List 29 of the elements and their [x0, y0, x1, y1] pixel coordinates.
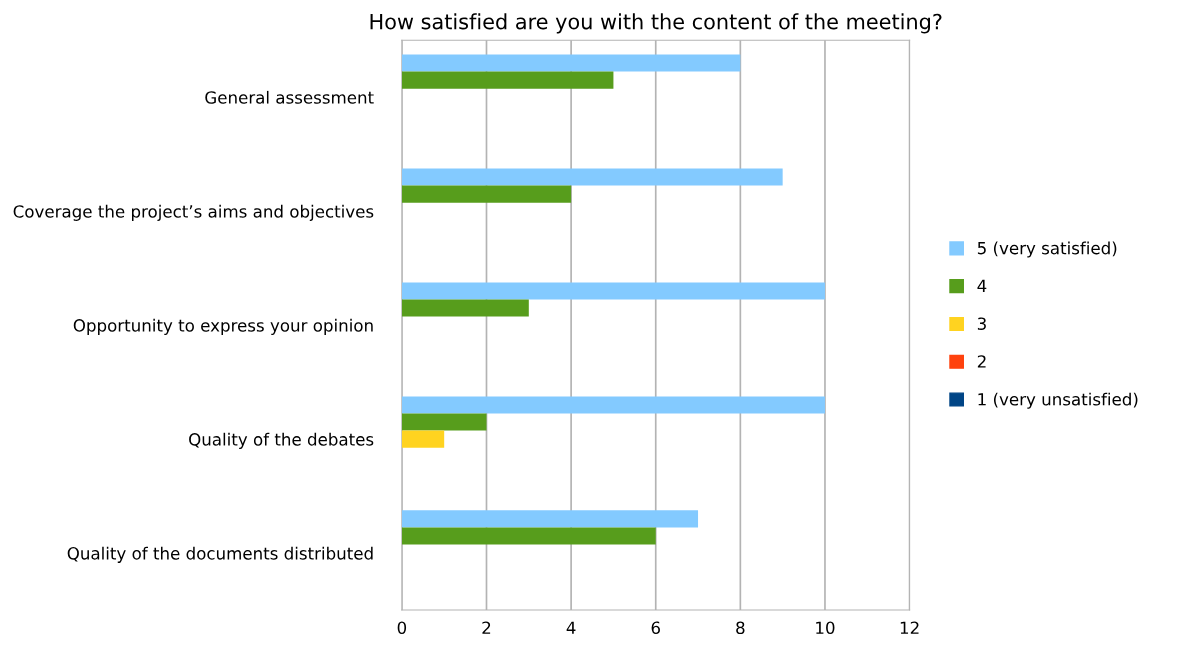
x-tick-label: 2 — [482, 621, 491, 634]
bar — [401, 185, 572, 203]
y-tick-label: Quality of the documents distributed — [67, 546, 373, 563]
bar — [401, 282, 825, 300]
bar — [401, 413, 487, 431]
y-tick-label: General assessment — [205, 90, 374, 104]
x-tick-label: 4 — [566, 621, 576, 634]
bar — [401, 396, 825, 414]
y-tick-label: Quality of the debates — [189, 432, 374, 449]
chart-title: How satisfied are you with the content of the meeting? — [370, 13, 942, 34]
bar — [401, 510, 699, 528]
x-tick-label: 0 — [397, 621, 407, 635]
legend-label: 2 — [977, 355, 986, 368]
bar — [401, 168, 783, 186]
y-tick-label: Opportunity to express your opinion — [73, 318, 373, 335]
bar — [401, 430, 445, 448]
legend-label: 3 — [977, 317, 986, 330]
bar — [401, 299, 529, 317]
bar — [401, 54, 741, 72]
x-tick-label: 8 — [736, 621, 745, 635]
x-tick-label: 6 — [651, 621, 660, 635]
x-tick-label: 10 — [816, 621, 835, 635]
bar — [401, 71, 614, 89]
legend-label: 4 — [977, 279, 987, 292]
legend-label: 5 (very satisfied) — [977, 241, 1117, 258]
x-tick-label: 12 — [900, 621, 919, 634]
legend-label: 1 (very unsatisfied) — [978, 392, 1138, 409]
bar — [401, 527, 656, 545]
y-tick-label: Coverage the project’s aims and objectives — [13, 204, 374, 221]
